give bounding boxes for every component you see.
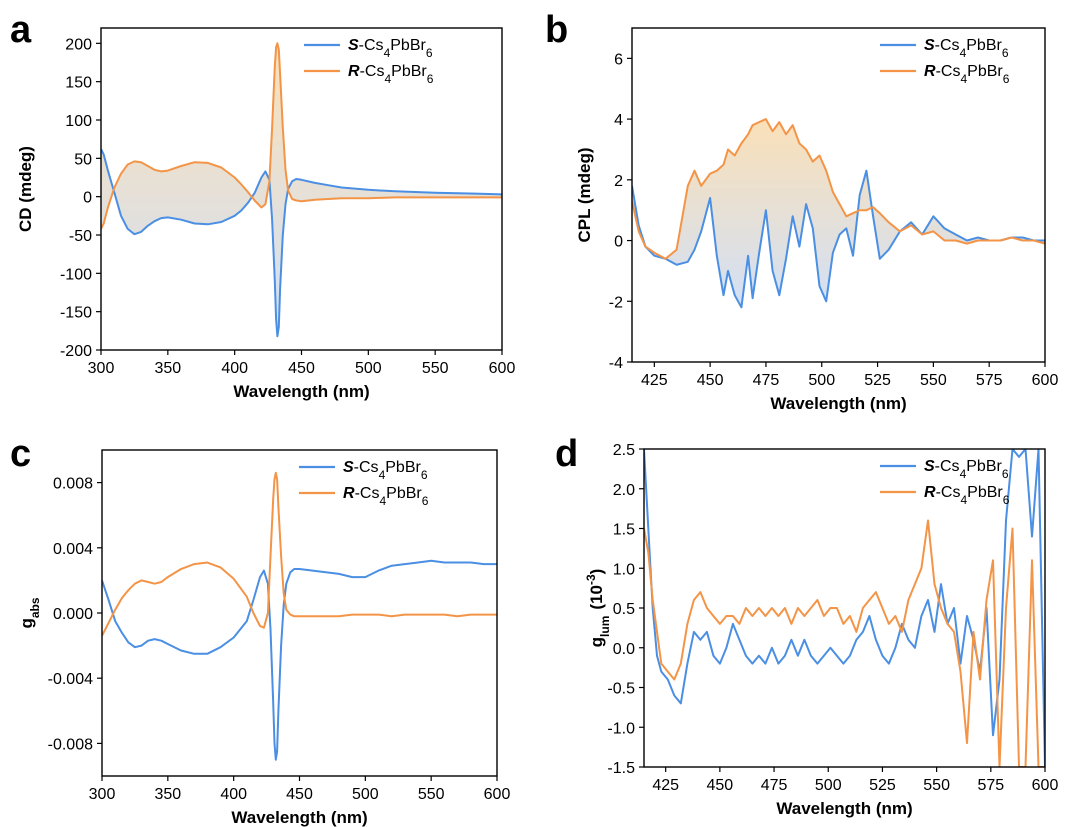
x-tick-label-c: 600 bbox=[484, 786, 511, 803]
y-tick-label-d: -0.5 bbox=[607, 681, 635, 698]
y-tick-label-b: 0 bbox=[614, 234, 623, 251]
chart-panel-d: 425 450 475 500 525 550 575 600 -1.5 -1.0 -0.5 0.0 0… bbox=[555, 433, 1058, 818]
x-tick-label-d: 475 bbox=[761, 777, 788, 794]
y-tick-label-b: 2 bbox=[614, 173, 623, 190]
x-tick-label-b: 600 bbox=[1032, 372, 1059, 389]
y-tick-label-c: 0.008 bbox=[53, 476, 93, 493]
y-axis-title-d: glum(10-3) bbox=[584, 569, 612, 648]
x-axis-title-b: Wavelength (nm) bbox=[770, 394, 906, 413]
legend-label-c-s: S-Cs4PbBr6 bbox=[343, 459, 428, 482]
y-tick-label-a: -150 bbox=[60, 305, 92, 322]
y-tick-label-d: 1.0 bbox=[613, 561, 635, 578]
legend-label-d-s: S-Cs4PbBr6 bbox=[924, 458, 1009, 481]
x-axis-title-c: Wavelength (nm) bbox=[231, 808, 367, 827]
legend-label-b-r: R-Cs4PbBr6 bbox=[924, 63, 1010, 86]
series-line-c-r bbox=[102, 471, 497, 637]
y-tick-label-c: -0.004 bbox=[48, 671, 93, 688]
y-tick-label-a: -100 bbox=[60, 266, 92, 283]
x-tick-label-a: 400 bbox=[221, 360, 248, 377]
panel-letter-b: b bbox=[545, 9, 568, 51]
panel-letter-c: c bbox=[10, 433, 31, 475]
y-tick-label-b: 6 bbox=[614, 51, 623, 68]
x-tick-label-d: 525 bbox=[869, 777, 896, 794]
y-tick-label-c: 0.000 bbox=[53, 606, 93, 623]
y-tick-label-a: 100 bbox=[65, 113, 92, 130]
y-tick-label-d: -1.5 bbox=[607, 760, 635, 777]
x-tick-label-d: 600 bbox=[1032, 777, 1059, 794]
x-tick-label-c: 350 bbox=[154, 786, 181, 803]
y-tick-label-d: 0.0 bbox=[613, 641, 635, 658]
y-axis-title-c: gabs bbox=[17, 597, 42, 628]
axis-frame-b bbox=[631, 27, 1046, 363]
y-tick-label-b: 4 bbox=[614, 112, 623, 129]
legend-label-d-r: R-Cs4PbBr6 bbox=[924, 484, 1010, 507]
x-tick-label-d: 550 bbox=[923, 777, 950, 794]
y-axis-title-b: CPL (mdeg) bbox=[575, 147, 594, 242]
x-tick-label-a: 600 bbox=[489, 360, 516, 377]
x-tick-label-c: 550 bbox=[418, 786, 445, 803]
x-axis-title-a: Wavelength (nm) bbox=[233, 382, 369, 401]
y-tick-label-c: 0.004 bbox=[53, 541, 93, 558]
series-line-b-r bbox=[632, 118, 1045, 260]
x-tick-label-c: 300 bbox=[89, 786, 116, 803]
y-tick-label-b: -4 bbox=[609, 355, 623, 372]
x-tick-label-b: 500 bbox=[808, 372, 835, 389]
x-tick-label-c: 400 bbox=[220, 786, 247, 803]
series-line-a-r bbox=[101, 42, 502, 230]
series-line-b-s bbox=[632, 169, 1045, 309]
x-tick-label-b: 425 bbox=[641, 372, 668, 389]
legend-label-b-s: S-Cs4PbBr6 bbox=[924, 37, 1009, 60]
y-tick-label-d: 2.0 bbox=[613, 482, 635, 499]
chart-panel-c: 300 350 400 450 500 550 600 -0.008 -0.004 0.000 0.… bbox=[10, 433, 510, 827]
y-tick-label-b: -2 bbox=[609, 294, 623, 311]
x-tick-label-b: 450 bbox=[697, 372, 724, 389]
y-tick-label-c: -0.008 bbox=[48, 736, 93, 753]
y-tick-label-a: 0 bbox=[83, 190, 92, 207]
x-tick-label-c: 500 bbox=[352, 786, 379, 803]
x-tick-label-a: 550 bbox=[422, 360, 449, 377]
x-tick-label-b: 525 bbox=[864, 372, 891, 389]
fill-between-b bbox=[632, 119, 1045, 308]
x-tick-label-b: 550 bbox=[920, 372, 947, 389]
x-tick-label-b: 575 bbox=[976, 372, 1003, 389]
y-tick-label-d: 0.5 bbox=[613, 601, 635, 618]
chart-panel-b: 425 450 475 500 525 550 575 600 -4 -2 0 2 4 6 Waveleng… bbox=[545, 9, 1058, 413]
y-tick-label-a: 200 bbox=[65, 36, 92, 53]
x-tick-label-d: 425 bbox=[652, 777, 679, 794]
y-tick-label-d: -1.0 bbox=[607, 720, 635, 737]
x-tick-label-d: 500 bbox=[815, 777, 842, 794]
chart-panel-a: 300 350 400 450 500 550 600 -200 -150 -100 -50 0 50 1… bbox=[10, 9, 515, 401]
x-tick-label-a: 300 bbox=[88, 360, 115, 377]
y-tick-label-d: 1.5 bbox=[613, 522, 635, 539]
legend-label-a-s: S-Cs4PbBr6 bbox=[348, 37, 433, 60]
panel-letter-d: d bbox=[555, 433, 578, 475]
y-tick-label-d: 2.5 bbox=[613, 442, 635, 459]
y-axis-title-a: CD (mdeg) bbox=[16, 146, 35, 232]
series-line-d-r bbox=[644, 519, 1045, 767]
y-tick-label-a: 150 bbox=[65, 75, 92, 92]
x-tick-label-a: 350 bbox=[154, 360, 181, 377]
x-tick-label-d: 450 bbox=[707, 777, 734, 794]
y-tick-label-a: -50 bbox=[69, 228, 92, 245]
x-tick-label-a: 450 bbox=[288, 360, 315, 377]
x-tick-label-b: 475 bbox=[753, 372, 780, 389]
x-tick-label-c: 450 bbox=[286, 786, 313, 803]
y-tick-label-a: -200 bbox=[60, 343, 92, 360]
x-tick-label-d: 575 bbox=[977, 777, 1004, 794]
legend-label-a-r: R-Cs4PbBr6 bbox=[348, 63, 434, 86]
y-tick-label-a: 50 bbox=[74, 151, 92, 168]
legend-label-c-r: R-Cs4PbBr6 bbox=[343, 485, 429, 508]
panel-letter-a: a bbox=[10, 9, 32, 51]
series-line-c-s bbox=[102, 559, 497, 761]
x-tick-label-a: 500 bbox=[355, 360, 382, 377]
x-axis-title-d: Wavelength (nm) bbox=[776, 799, 912, 818]
fill-between-a bbox=[101, 43, 502, 337]
axis-frame-c bbox=[101, 449, 498, 777]
series-line-a-s bbox=[101, 148, 502, 338]
